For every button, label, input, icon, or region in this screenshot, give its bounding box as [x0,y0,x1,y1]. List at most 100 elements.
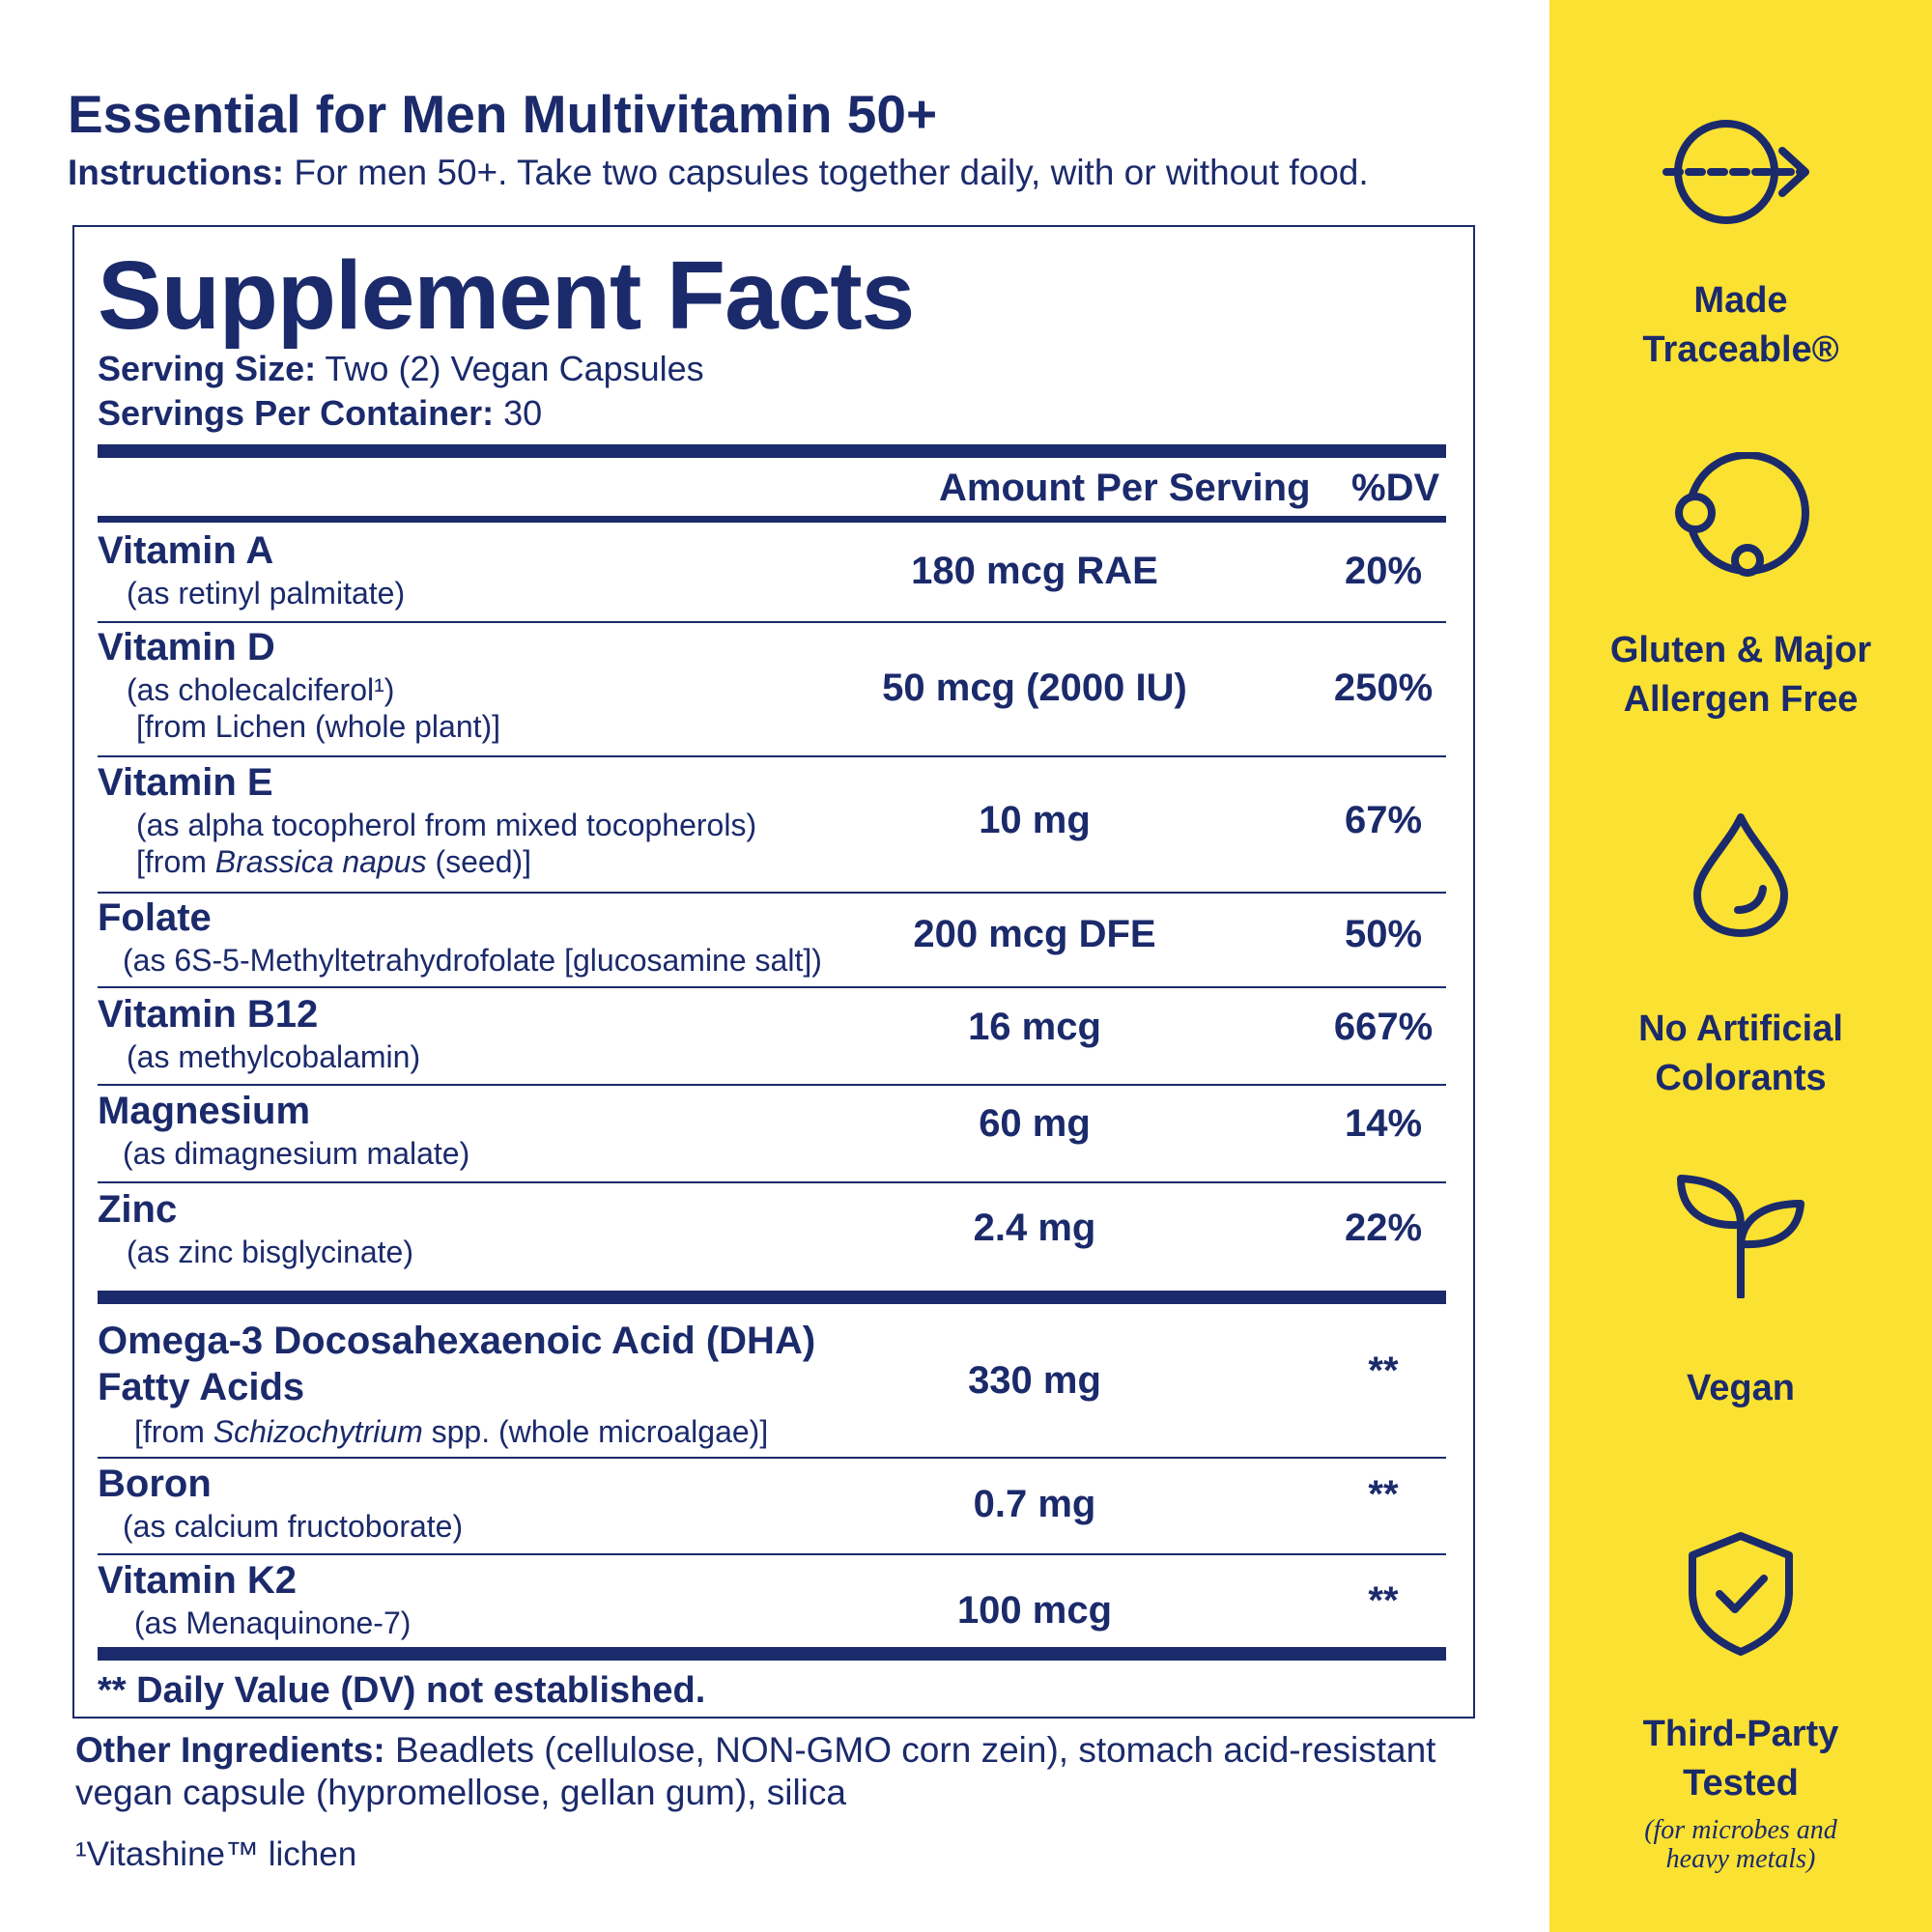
source-prefix: [from [134,1414,213,1449]
divider-thin [98,1457,1446,1459]
nutrient-dv: 667% [1333,1006,1434,1048]
benefits-sidebar: Made Traceable® Gluten & Major Allergen … [1549,0,1932,1932]
divider-thin [98,1181,1446,1183]
nutrient-name: Folate [98,896,212,939]
badge-note: (for microbes and heavy metals) [1549,1816,1932,1874]
nutrient-name: Omega-3 Docosahexaenoic Acid (DHA) [98,1320,816,1362]
nutrient-row: Vitamin D (as cholecalciferol¹) [from Li… [98,623,1446,758]
dv-footnote: ** Daily Value (DV) not established. [98,1670,706,1711]
nutrient-name-line2: Fatty Acids [98,1366,305,1408]
nutrient-source-origin: [from Schizochytrium spp. (whole microal… [134,1413,768,1450]
divider-thick [98,1647,1446,1661]
badge-label-line1: Third-Party [1642,1714,1839,1754]
nutrient-row: Vitamin B12 (as methylcobalamin) 16 mcg … [98,990,1446,1087]
badge-note-line1: (for microbes and [1644,1815,1837,1845]
nutrient-row: Vitamin E (as alpha tocopherol from mixe… [98,758,1446,894]
nutrient-row: Vitamin A (as retinyl palmitate) 180 mcg… [98,526,1446,623]
nutrient-source: (as calcium fructoborate) [123,1509,464,1544]
nutrient-source: (as retinyl palmitate) [127,576,406,611]
instructions-label: Instructions: [68,153,285,192]
source-species: Schizochytrium [213,1414,423,1449]
badge-label-line1: No Artificial [1638,1009,1843,1049]
nutrient-amount: 330 mg [968,1359,1101,1402]
source-suffix: spp. (whole microalgae)] [422,1414,769,1449]
nutrient-row: Magnesium (as dimagnesium malate) 60 mg … [98,1087,1446,1183]
badge-label-line2: Traceable® [1642,329,1839,370]
nutrient-row: Folate (as 6S-5-Methyltetrahydrofolate [… [98,894,1446,988]
nutrient-name: Zinc [98,1188,178,1231]
divider-thin [98,621,1446,623]
divider-medium [98,516,1446,523]
nutrient-name: Magnesium [98,1090,311,1132]
other-ingredients: Other Ingredients: Beadlets (cellulose, … [75,1729,1486,1814]
column-header-amount: Amount Per Serving [939,467,1311,509]
nutrient-dv: 250% [1333,667,1434,709]
nutrient-source: (as methylcobalamin) [127,1039,421,1074]
nutrient-amount: 60 mg [979,1102,1091,1145]
badge-third-party-tested: Third-Party Tested (for microbes and hea… [1549,1530,1932,1874]
nutrient-name: Vitamin B12 [98,993,319,1036]
source-species: Brassica napus [214,844,427,879]
badge-label-line1: Vegan [1687,1368,1795,1408]
nutrient-amount: 100 mcg [956,1589,1113,1632]
nutrient-name: Vitamin E [98,761,273,804]
allergen-free-icon [1675,452,1809,577]
badge-label-line2: Allergen Free [1623,679,1859,720]
nutrient-dv: ** [1368,1350,1399,1392]
badge-allergen-free: Gluten & Major Allergen Free [1549,452,1932,724]
serving-size-value: Two (2) Vegan Capsules [316,349,704,388]
divider-thick [98,1291,1446,1304]
badge-no-artificial-colorants: No Artificial Colorants [1549,811,1932,1103]
serving-info: Serving Size: Two (2) Vegan Capsules Ser… [98,347,704,436]
nutrient-source-origin: [from Brassica napus (seed)] [136,843,531,880]
other-ingredients-text: Beadlets (cellulose, NON-GMO corn zein),… [75,1730,1436,1812]
nutrient-row: Omega-3 Docosahexaenoic Acid (DHA) Fatty… [98,1317,1446,1462]
product-title: Essential for Men Multivitamin 50+ [68,84,938,144]
nutrient-dv: ** [1368,1473,1399,1516]
nutrient-dv: 22% [1344,1207,1423,1249]
divider-thin [98,1553,1446,1555]
nutrient-name: Vitamin K2 [98,1559,297,1602]
nutrient-dv: 20% [1344,550,1423,592]
divider-thin [98,755,1446,757]
badge-label-line1: Made [1693,280,1788,321]
nutrient-row: Zinc (as zinc bisglycinate) 2.4 mg 22% [98,1185,1446,1282]
servings-per-container-label: Servings Per Container: [98,393,495,433]
nutrient-source: (as cholecalciferol¹) [127,672,395,707]
nutrient-dv: 67% [1344,799,1423,841]
badge-made-traceable: Made Traceable® [1549,114,1932,375]
nutrient-name: Vitamin A [98,529,274,572]
divider-thin [98,1084,1446,1086]
nutrient-source: (as dimagnesium malate) [123,1136,470,1171]
nutrient-amount: 2.4 mg [973,1207,1096,1249]
divider-thin [98,892,1446,894]
nutrient-amount: 50 mcg (2000 IU) [882,667,1187,709]
nutrient-row: Vitamin K2 (as Menaquinone-7) 100 mcg ** [98,1556,1446,1653]
servings-per-container-value: 30 [494,393,543,433]
column-header-dv: %DV [1351,467,1440,509]
badge-label-line2: Tested [1683,1763,1799,1804]
instructions-text: For men 50+. Take two capsules together … [284,153,1369,192]
traceable-arrow-icon [1662,120,1809,224]
nutrient-source: (as Menaquinone-7) [134,1605,412,1640]
sprout-icon [1677,1175,1804,1298]
droplet-icon [1693,813,1788,937]
serving-size-label: Serving Size: [98,349,317,388]
facts-heading: Supplement Facts [98,242,915,350]
vitashine-footnote: ¹Vitashine™ lichen [75,1835,357,1873]
badge-vegan: Vegan [1549,1171,1932,1413]
divider-thick [98,444,1446,458]
nutrient-source-origin: [from Lichen (whole plant)] [136,709,501,744]
supplement-facts-box: Supplement Facts Serving Size: Two (2) V… [72,225,1475,1719]
nutrient-source: (as alpha tocopherol from mixed tocopher… [136,808,757,842]
nutrient-source: (as zinc bisglycinate) [127,1235,413,1269]
supplement-label-panel: Essential for Men Multivitamin 50+ Instr… [68,84,1486,1873]
other-ingredients-label: Other Ingredients: [75,1730,385,1770]
nutrient-amount: 16 mcg [968,1006,1101,1048]
nutrient-source: (as 6S-5-Methyltetrahydrofolate [glucosa… [123,943,822,978]
nutrient-row: Boron (as calcium fructoborate) 0.7 mg *… [98,1460,1446,1556]
nutrient-dv: 50% [1344,913,1423,955]
nutrient-amount: 0.7 mg [973,1483,1096,1525]
nutrient-dv: ** [1368,1579,1399,1622]
nutrient-amount: 200 mcg DFE [913,913,1156,955]
